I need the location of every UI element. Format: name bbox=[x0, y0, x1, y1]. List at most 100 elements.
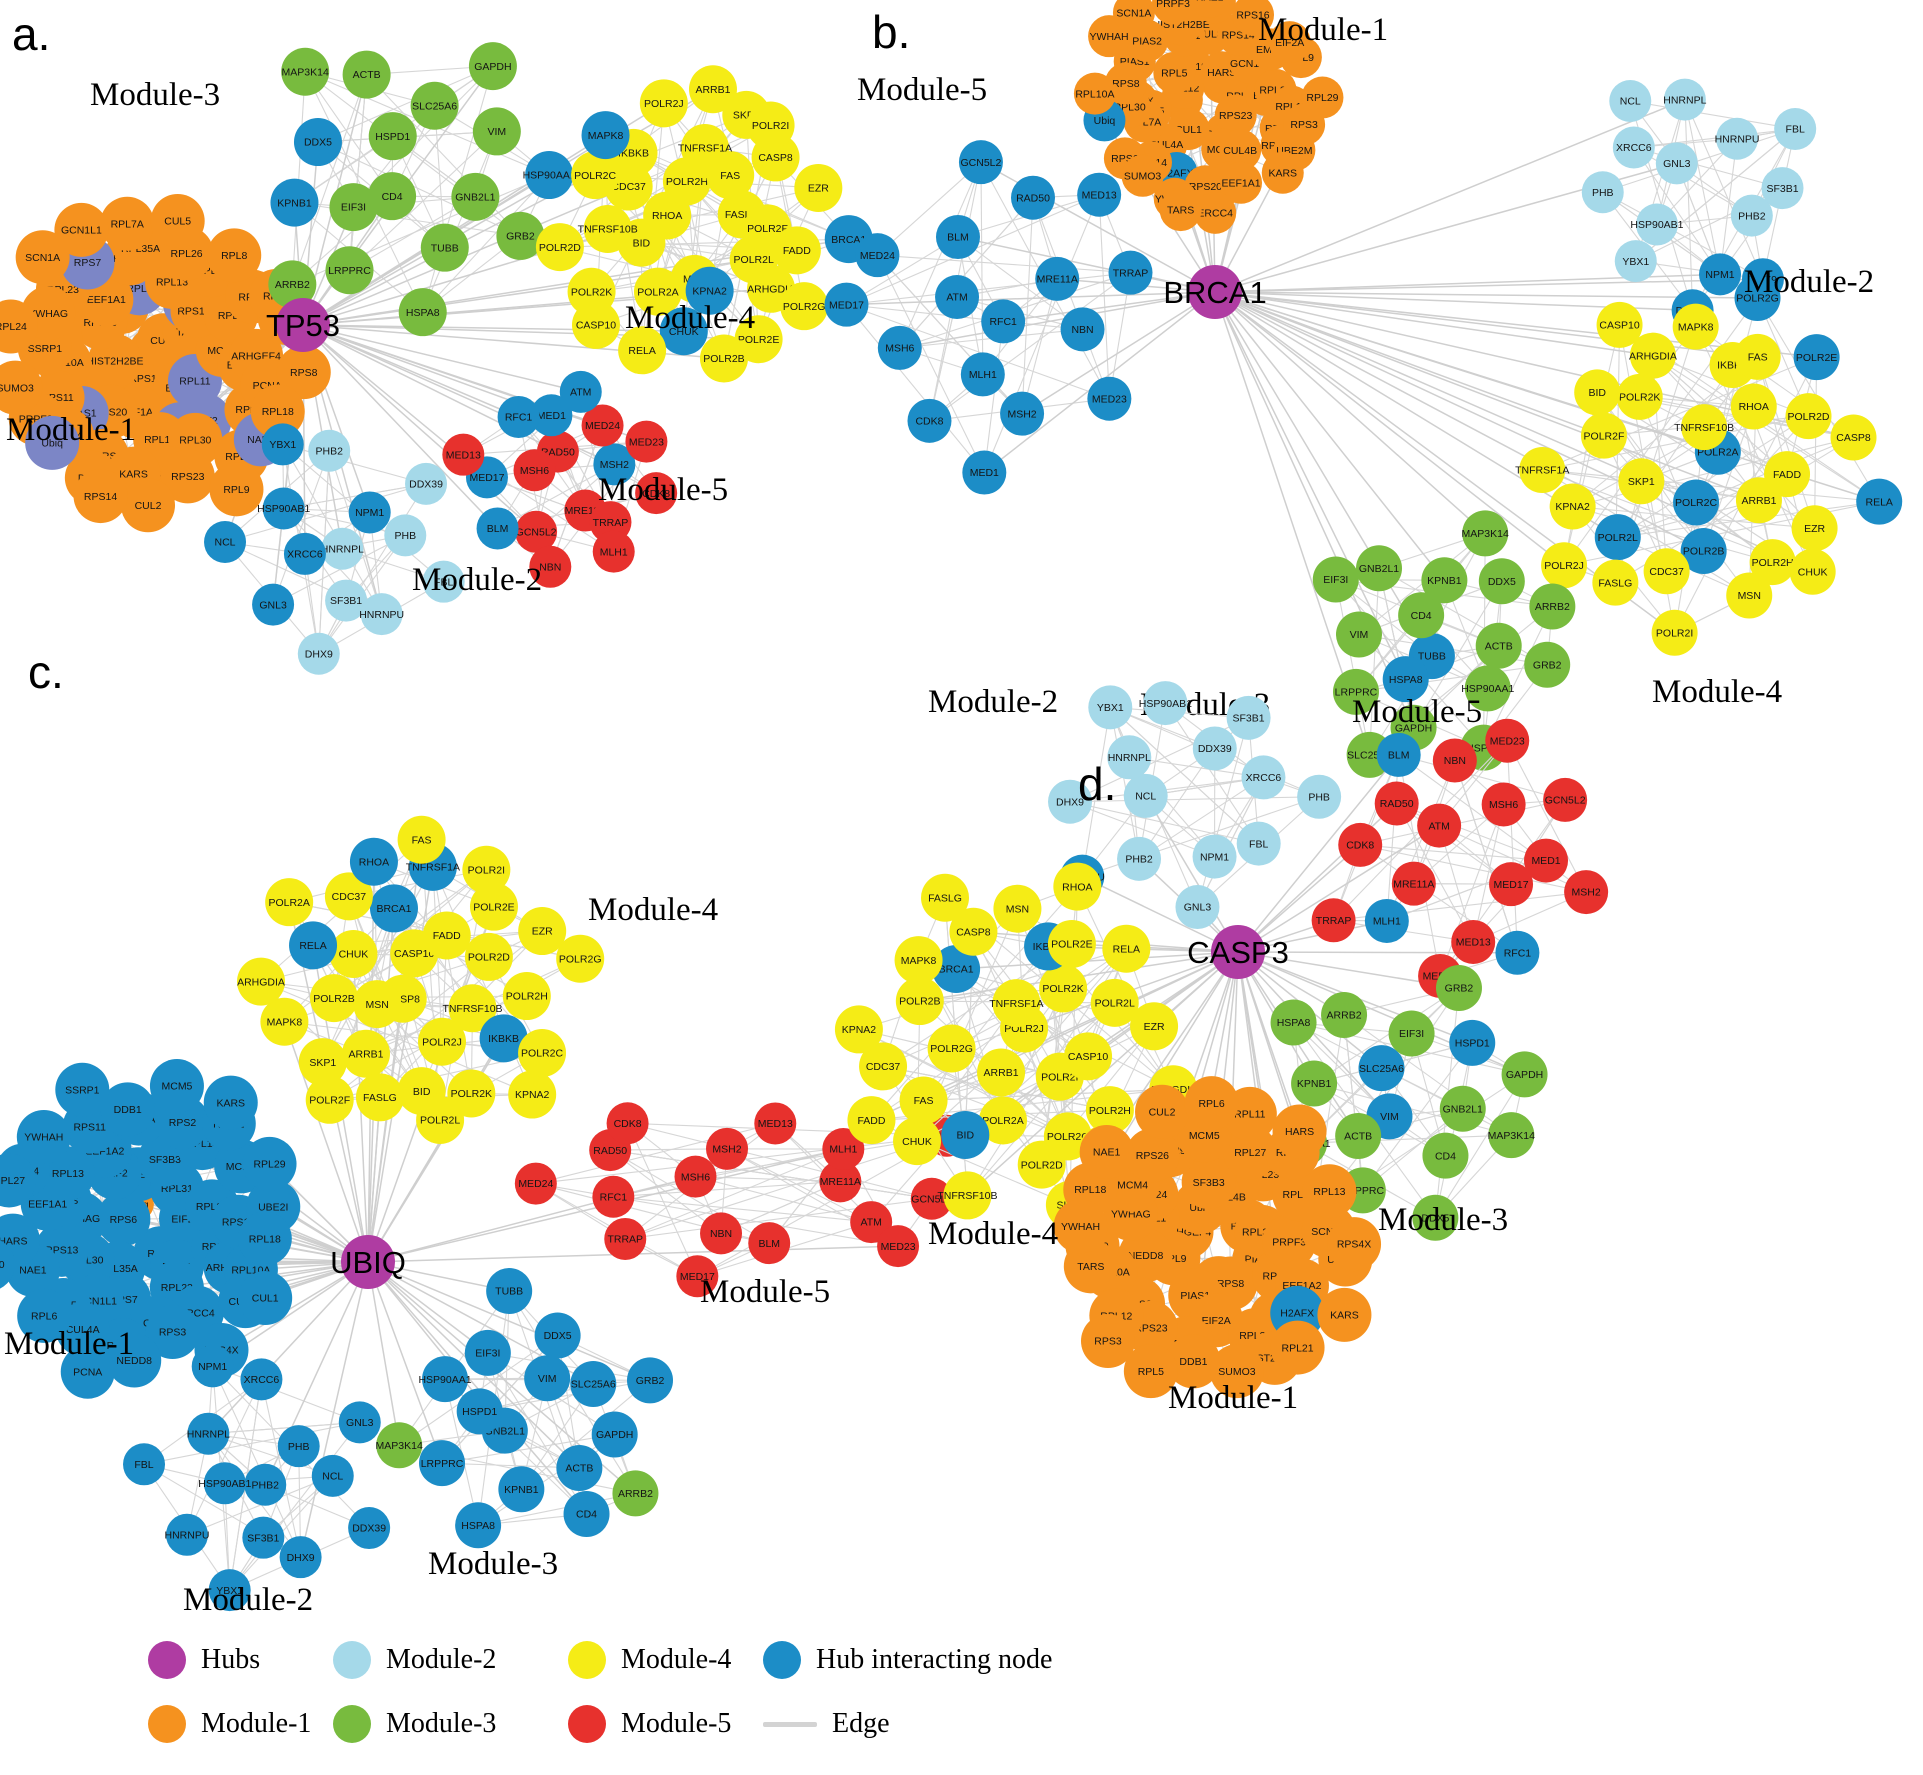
node-KARS[interactable] bbox=[1317, 1287, 1372, 1342]
node-GRB2[interactable] bbox=[496, 211, 545, 260]
node-DDX39[interactable] bbox=[1192, 726, 1237, 771]
node-MSH6[interactable] bbox=[674, 1155, 717, 1198]
node-RPL27[interactable] bbox=[0, 1153, 37, 1208]
node-RPL9[interactable] bbox=[209, 462, 264, 517]
node-EZR[interactable] bbox=[1130, 1002, 1179, 1051]
node-POLR2B[interactable] bbox=[895, 977, 944, 1026]
node-POLR2H[interactable] bbox=[502, 972, 551, 1021]
node-SUMO3[interactable] bbox=[0, 360, 43, 415]
node-GRB2[interactable] bbox=[1524, 641, 1571, 688]
node-POLR2L[interactable] bbox=[1594, 514, 1641, 561]
node-ARRB1[interactable] bbox=[688, 65, 737, 114]
node-MED24[interactable] bbox=[855, 233, 900, 278]
node-YBX1[interactable] bbox=[1614, 240, 1657, 283]
node-MSH2[interactable] bbox=[1564, 870, 1609, 915]
node-DDX5[interactable] bbox=[534, 1312, 581, 1359]
node-ATM[interactable] bbox=[1417, 803, 1462, 848]
node-SUMO3[interactable] bbox=[1121, 154, 1164, 197]
node-ACTB[interactable] bbox=[556, 1444, 603, 1491]
node-POLR2K[interactable] bbox=[1616, 373, 1663, 420]
node-HSPD1[interactable] bbox=[1449, 1019, 1496, 1066]
node-EIF3I[interactable] bbox=[329, 183, 378, 232]
node-POLR2F[interactable] bbox=[1580, 412, 1627, 459]
node-HSP90AB1[interactable] bbox=[1635, 203, 1678, 246]
node-CASP8[interactable] bbox=[1830, 414, 1877, 461]
node-SF3B1[interactable] bbox=[1761, 167, 1804, 210]
node-KPNA2[interactable] bbox=[834, 1005, 883, 1054]
node-LRPPRC[interactable] bbox=[419, 1440, 466, 1487]
node-MSN[interactable] bbox=[1726, 572, 1773, 619]
node-PCNA[interactable] bbox=[60, 1344, 115, 1399]
node-GCN5L2[interactable] bbox=[1543, 777, 1588, 822]
node-GCN5L2[interactable] bbox=[515, 510, 558, 553]
node-NCL[interactable] bbox=[1123, 773, 1168, 818]
node-BLM[interactable] bbox=[1376, 732, 1421, 777]
node-NPM1[interactable] bbox=[191, 1345, 234, 1388]
node-YWHAH[interactable] bbox=[16, 1109, 71, 1164]
node-EZR[interactable] bbox=[1791, 505, 1838, 552]
node-HSP90AB1[interactable] bbox=[1143, 681, 1188, 726]
node-DDX5[interactable] bbox=[1412, 1194, 1459, 1241]
node-RPL6[interactable] bbox=[17, 1288, 72, 1343]
node-KPNA2[interactable] bbox=[685, 266, 734, 315]
node-CDK8[interactable] bbox=[635, 472, 678, 515]
node-FBL[interactable] bbox=[123, 1443, 166, 1486]
node-POLR2D[interactable] bbox=[1017, 1140, 1066, 1189]
node-POLR2A[interactable] bbox=[265, 878, 314, 927]
hub-node-TP53[interactable] bbox=[276, 298, 330, 352]
node-KPNB1[interactable] bbox=[498, 1466, 545, 1513]
node-MAPK8[interactable] bbox=[894, 936, 943, 985]
node-RPS6[interactable] bbox=[96, 1192, 151, 1247]
node-RPS16[interactable] bbox=[1232, 0, 1275, 36]
node-PHB[interactable] bbox=[1581, 171, 1624, 214]
node-TUBB[interactable] bbox=[486, 1268, 533, 1315]
node-KPNA2[interactable] bbox=[1549, 483, 1596, 530]
node-CHUK[interactable] bbox=[893, 1117, 942, 1166]
node-MAP3K14[interactable] bbox=[376, 1422, 423, 1469]
node-HNRNPU[interactable] bbox=[360, 593, 403, 636]
node-POLR2G[interactable] bbox=[927, 1024, 976, 1073]
node-RFC1[interactable] bbox=[592, 1175, 635, 1218]
node-POLR2I[interactable] bbox=[1651, 609, 1698, 656]
node-HNRNPU[interactable] bbox=[165, 1513, 208, 1556]
node-CD4[interactable] bbox=[368, 172, 417, 221]
node-MED23[interactable] bbox=[1087, 376, 1132, 421]
node-GNL3[interactable] bbox=[338, 1401, 381, 1444]
node-HSP90AA1[interactable] bbox=[525, 151, 574, 200]
node-DDB1[interactable] bbox=[1166, 1334, 1221, 1389]
node-SUMO3[interactable] bbox=[1209, 1344, 1264, 1399]
node-FBL[interactable] bbox=[1774, 107, 1817, 150]
node-RPL13[interactable] bbox=[1302, 1164, 1357, 1219]
node-POLR2C[interactable] bbox=[1673, 479, 1720, 526]
node-POLR2C[interactable] bbox=[571, 151, 620, 200]
node-PHB[interactable] bbox=[1297, 774, 1342, 819]
node-TRRAP[interactable] bbox=[1311, 898, 1356, 943]
node-EZR[interactable] bbox=[518, 907, 567, 956]
node-SCN1A[interactable] bbox=[15, 230, 70, 285]
node-SLC25A6[interactable] bbox=[1358, 1045, 1405, 1092]
node-POLR2J[interactable] bbox=[418, 1017, 467, 1066]
node-KPNB1[interactable] bbox=[1421, 557, 1468, 604]
node-ERCC4[interactable] bbox=[1194, 191, 1237, 234]
node-BID[interactable] bbox=[1574, 369, 1621, 416]
node-MAPK8[interactable] bbox=[1672, 303, 1719, 350]
node-NAE1[interactable] bbox=[1189, 0, 1231, 18]
node-HSP90AB1[interactable] bbox=[262, 487, 305, 530]
node-MED13[interactable] bbox=[442, 433, 485, 476]
node-FAS[interactable] bbox=[1734, 333, 1781, 380]
node-RPS23[interactable] bbox=[160, 449, 215, 504]
node-SF3B1[interactable] bbox=[1226, 695, 1271, 740]
node-POLR2E[interactable] bbox=[1047, 919, 1096, 968]
node-RPS26[interactable] bbox=[1125, 1128, 1180, 1183]
node-PHB2[interactable] bbox=[244, 1463, 287, 1506]
node-CASP10[interactable] bbox=[1596, 301, 1643, 348]
node-CDK8[interactable] bbox=[606, 1102, 649, 1145]
node-CDK8[interactable] bbox=[907, 398, 952, 443]
node-TNFRSF10B[interactable] bbox=[1681, 404, 1728, 451]
node-RFC1[interactable] bbox=[1495, 930, 1540, 975]
node-TNFRSF1A[interactable] bbox=[992, 979, 1041, 1028]
node-CDC37[interactable] bbox=[1643, 548, 1690, 595]
node-RHOA[interactable] bbox=[1053, 862, 1102, 911]
node-DHX9[interactable] bbox=[279, 1536, 322, 1579]
node-POLR2I[interactable] bbox=[746, 101, 795, 150]
